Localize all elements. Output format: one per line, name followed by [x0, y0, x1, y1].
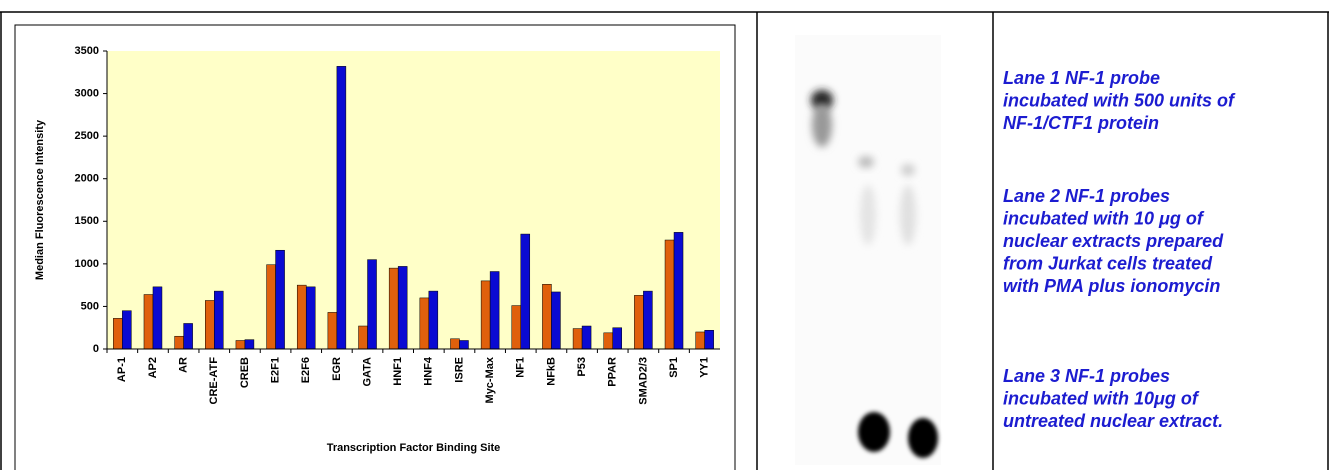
y-tick-label: 3500	[75, 45, 99, 57]
x-tick-label: GATA	[361, 357, 373, 387]
y-tick-label: 0	[93, 343, 99, 355]
lane-text: incubated with 10 μg of	[1003, 208, 1205, 228]
bar	[512, 306, 521, 349]
x-tick-label: NF1	[515, 357, 527, 378]
x-tick-label: E2F6	[300, 357, 312, 383]
x-tick-label: HNF1	[392, 357, 404, 386]
x-tick-label: EGR	[331, 357, 343, 381]
y-tick-label: 1500	[75, 215, 99, 227]
lane-text: from Jurkat cells treated	[1003, 253, 1213, 273]
bar	[420, 298, 429, 349]
x-tick-label: E2F1	[269, 357, 281, 383]
x-tick-label: AR	[178, 357, 190, 373]
bar	[306, 287, 315, 349]
x-tick-label: ISRE	[453, 357, 465, 383]
bar	[521, 234, 530, 349]
bar	[613, 328, 622, 349]
bar	[634, 295, 643, 349]
x-tick-label: SP1	[668, 357, 680, 378]
bar	[551, 292, 560, 349]
bar	[368, 260, 377, 349]
bar	[113, 318, 122, 349]
bar	[276, 250, 285, 349]
x-tick-label: AP-1	[116, 357, 128, 382]
lane-text: Lane 3 NF-1 probes	[1003, 366, 1170, 386]
y-tick-label: 3000	[75, 87, 99, 99]
y-tick-label: 2500	[75, 130, 99, 142]
bar	[542, 284, 551, 349]
y-tick-label: 500	[81, 300, 99, 312]
bar	[337, 66, 346, 349]
bar	[481, 281, 490, 349]
lane-text: Lane 2 NF-1 probes	[1003, 186, 1170, 206]
bar	[389, 268, 398, 349]
bar	[153, 287, 162, 349]
y-axis-label: Median Fluorescence Intensity	[34, 119, 46, 280]
lane-text: incubated with 10μg of	[1003, 388, 1200, 408]
bar	[604, 333, 613, 349]
bar	[674, 232, 683, 349]
bar	[450, 339, 459, 349]
bar	[144, 295, 153, 349]
bar	[665, 240, 674, 349]
bar	[490, 272, 499, 349]
chart: 0 500 1000 1500 2000 2500 3000 3500 AP-1 AP2 AR CRE…	[34, 45, 720, 454]
bar	[359, 326, 368, 349]
bar	[643, 291, 652, 349]
lane-text: incubated with 500 units of	[1003, 90, 1236, 110]
x-tick-label: AP2	[147, 357, 159, 378]
plot-area	[107, 51, 720, 349]
x-tick-label: HNF4	[423, 356, 435, 386]
bar	[696, 332, 705, 349]
lane-text: Lane 1 NF-1 probe	[1003, 68, 1160, 88]
bar	[398, 266, 407, 349]
bar	[582, 326, 591, 349]
x-axis-label: Transcription Factor Binding Site	[327, 442, 501, 454]
bar	[573, 329, 582, 349]
x-tick-label: Myc-Max	[484, 356, 496, 403]
lane-text: untreated nuclear extract.	[1003, 411, 1223, 431]
bar	[429, 291, 438, 349]
bar	[205, 300, 214, 349]
bar	[236, 340, 245, 349]
x-tick-label: YY1	[699, 357, 711, 378]
page: 0 500 1000 1500 2000 2500 3000 3500 AP-1 AP2 AR CRE…	[0, 0, 1329, 470]
lane-text: nuclear extracts prepared	[1003, 231, 1224, 251]
x-tick-label: SMAD2/3	[637, 357, 649, 405]
bar	[459, 340, 468, 349]
bar	[297, 285, 306, 349]
lane-text: with PMA plus ionomycin	[1003, 276, 1220, 296]
bar	[175, 336, 184, 349]
x-tick-label: NFkB	[545, 357, 557, 386]
bar	[245, 340, 254, 349]
x-tick-label: P53	[576, 357, 588, 377]
x-tick-label: CRE-ATF	[208, 357, 220, 405]
x-tick-label: PPAR	[607, 357, 619, 387]
y-tick-label: 2000	[75, 173, 99, 185]
bar	[214, 291, 223, 349]
gel-image	[795, 35, 941, 465]
bar	[705, 330, 714, 349]
bar	[267, 265, 276, 349]
bar	[328, 312, 337, 349]
x-tick-label: CREB	[239, 357, 251, 388]
bar	[184, 323, 193, 349]
y-tick-label: 1000	[75, 258, 99, 270]
lane-text: NF-1/CTF1 protein	[1003, 113, 1159, 133]
bar	[122, 311, 131, 349]
